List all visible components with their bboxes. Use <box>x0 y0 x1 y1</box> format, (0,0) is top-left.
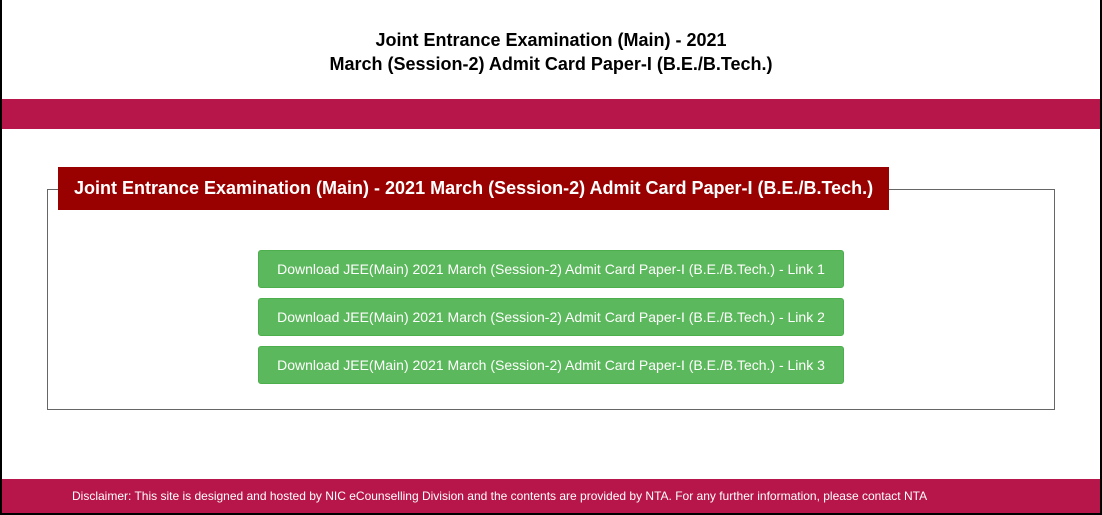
page-wrapper: Joint Entrance Examination (Main) - 2021… <box>0 0 1102 515</box>
download-link-3[interactable]: Download JEE(Main) 2021 March (Session-2… <box>258 346 844 384</box>
download-panel: Joint Entrance Examination (Main) - 2021… <box>47 189 1055 410</box>
header-section: Joint Entrance Examination (Main) - 2021… <box>2 0 1100 99</box>
panel-heading: Joint Entrance Examination (Main) - 2021… <box>58 167 889 210</box>
content-area: Joint Entrance Examination (Main) - 2021… <box>2 129 1100 420</box>
download-link-2[interactable]: Download JEE(Main) 2021 March (Session-2… <box>258 298 844 336</box>
download-row-2: Download JEE(Main) 2021 March (Session-2… <box>78 298 1024 336</box>
footer-disclaimer: Disclaimer: This site is designed and ho… <box>22 489 1080 503</box>
download-link-1[interactable]: Download JEE(Main) 2021 March (Session-2… <box>258 250 844 288</box>
header-title-line1: Joint Entrance Examination (Main) - 2021 <box>22 28 1080 52</box>
footer-bar: Disclaimer: This site is designed and ho… <box>2 473 1100 513</box>
download-row-1: Download JEE(Main) 2021 March (Session-2… <box>78 250 1024 288</box>
header-title-line2: March (Session-2) Admit Card Paper-I (B.… <box>22 52 1080 76</box>
accent-bar <box>2 99 1100 129</box>
download-row-3: Download JEE(Main) 2021 March (Session-2… <box>78 346 1024 384</box>
